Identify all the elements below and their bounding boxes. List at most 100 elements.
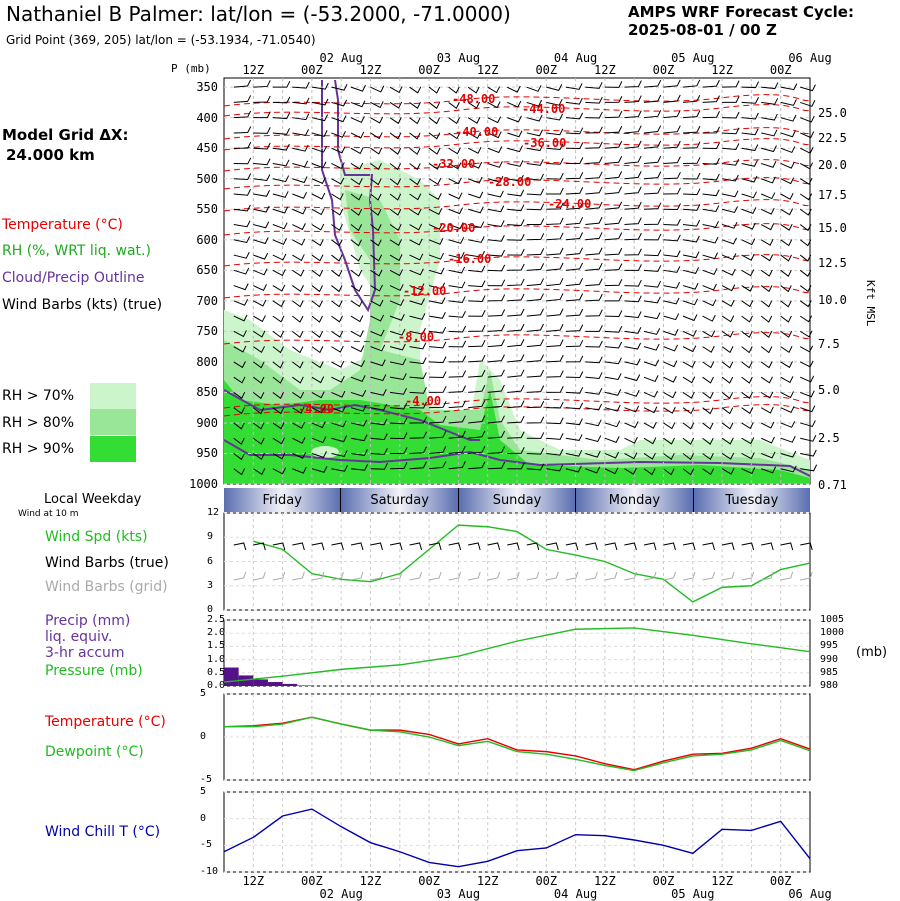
wind-barb — [604, 341, 623, 349]
wind-barb — [663, 94, 681, 103]
day-saturday: Saturday — [341, 488, 459, 512]
wind-barb — [350, 434, 368, 442]
surface-wind-barb-grid — [546, 571, 559, 581]
wind-barb — [799, 300, 812, 308]
wind-barb — [428, 86, 441, 94]
wind-barb — [546, 187, 564, 195]
wind-barb — [643, 421, 657, 429]
wind-barb — [565, 217, 584, 226]
wind-barb — [409, 117, 421, 125]
pressure-tick-label: 700 — [196, 293, 218, 308]
surface-wind-barb-grid — [448, 571, 462, 581]
surface-wind-barb-grid — [800, 571, 813, 581]
wind-barb — [643, 218, 662, 226]
wind-barb — [780, 450, 797, 458]
wind-barb — [761, 466, 777, 474]
wind-barb — [663, 468, 675, 476]
wind-barb — [311, 406, 326, 414]
wind-barb — [350, 116, 365, 124]
wind-barb — [507, 234, 525, 241]
wind-barb — [624, 201, 642, 210]
wind-barb — [585, 435, 602, 443]
wind-barb — [663, 406, 676, 414]
pressure-tick-label: 400 — [196, 110, 218, 125]
wind-barb — [448, 370, 467, 378]
wind-barb — [487, 175, 504, 183]
wind-barb — [682, 376, 696, 384]
surface-wind-barb — [682, 542, 696, 551]
wind-barb — [389, 343, 406, 351]
surface-wind-barb-grid — [741, 571, 755, 581]
wind-barb — [799, 345, 814, 353]
wind-barb — [741, 376, 753, 384]
wind-barb — [468, 295, 486, 302]
wind-barb — [565, 339, 584, 348]
precip-tick-label: 1.5 — [207, 640, 226, 652]
wind-barb — [311, 223, 325, 231]
wind-barb — [350, 239, 362, 247]
isotherm-label: -32.00 — [432, 157, 476, 171]
isotherm-label: -24.00 — [548, 197, 592, 211]
wind-barb — [292, 238, 306, 246]
pressure-tick-label-right: 990 — [820, 653, 839, 665]
wind-barb — [526, 85, 542, 92]
surface-wind-barb-grid — [272, 571, 286, 581]
wind-barb — [428, 162, 441, 170]
wind-barb — [428, 282, 446, 290]
wind-barb — [487, 430, 505, 439]
wind-barb — [507, 263, 525, 271]
surface-wind-barb-grid — [487, 571, 501, 581]
wind-barb — [409, 386, 427, 394]
wind-barb — [526, 159, 544, 166]
wind-barb — [409, 253, 424, 261]
wind-barb — [467, 86, 480, 94]
wind-barb — [585, 126, 603, 134]
wind-barb — [683, 188, 701, 196]
wind-barb — [350, 208, 363, 216]
wind-barb — [272, 467, 286, 475]
local-weekday-label: Local Weekday — [44, 492, 142, 507]
wind-barb — [409, 431, 427, 439]
wind-barb — [663, 437, 675, 445]
rh70-swatch — [90, 383, 136, 409]
wind-barb — [507, 384, 525, 393]
wind-barb — [272, 253, 287, 261]
wind-barb — [311, 145, 328, 153]
wind-barb — [585, 387, 603, 395]
wind-barb — [624, 186, 642, 195]
wind-barb — [585, 247, 603, 256]
wind-barb — [370, 462, 388, 470]
wind-barb — [682, 267, 700, 274]
wind-barb — [800, 115, 815, 123]
wind-barb — [389, 208, 402, 216]
wind-barb — [702, 126, 721, 134]
wind-barb — [702, 189, 720, 197]
surface-wind-barb — [526, 542, 540, 551]
isotherm-line — [223, 104, 811, 117]
wind-barb — [799, 162, 814, 170]
wind-barb — [741, 207, 757, 215]
wind-barb — [526, 203, 545, 211]
wind-barb — [741, 346, 753, 354]
date-tick-bottom: 04 Aug — [553, 887, 598, 901]
wind-barb — [643, 280, 662, 288]
wind-barb — [292, 269, 305, 277]
wind-barb — [311, 451, 327, 459]
wind-barb — [467, 161, 483, 169]
wind-barb — [721, 284, 736, 292]
wind-barb — [370, 101, 384, 109]
wind-barb — [292, 361, 304, 369]
time-tick-top: 00Z — [301, 63, 323, 77]
wind-barb — [292, 451, 307, 459]
wind-barb — [233, 141, 252, 149]
wind-barb — [722, 174, 739, 182]
precip-tick-label: 2.0 — [207, 627, 226, 639]
wind-barb — [702, 422, 714, 430]
wind-barb — [604, 436, 620, 443]
wind-barb — [468, 250, 486, 258]
wind-barb — [331, 330, 344, 338]
wind-barb — [370, 284, 383, 292]
wind-barb — [370, 239, 382, 247]
wind-barb — [389, 239, 403, 247]
wind-barb — [448, 192, 463, 200]
